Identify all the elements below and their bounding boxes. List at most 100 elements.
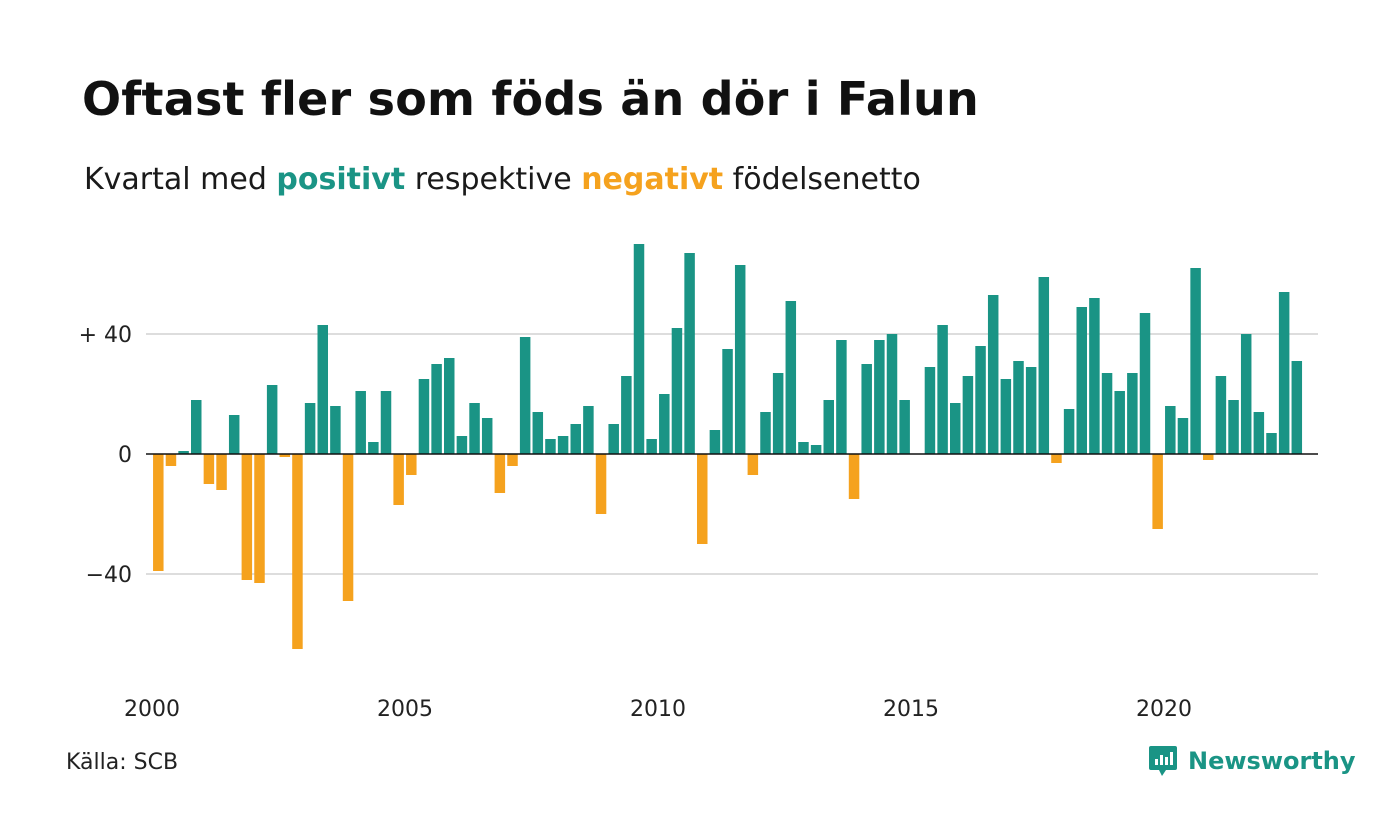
bar-positive xyxy=(418,379,430,454)
y-tick-label: + 40 xyxy=(79,323,132,348)
bar-positive xyxy=(950,403,961,454)
bar-positive xyxy=(975,346,986,454)
bar-negative xyxy=(241,454,253,580)
chart-title: Oftast fler som föds än dör i Falun xyxy=(82,72,979,126)
bar-negative xyxy=(406,454,417,475)
bar-positive xyxy=(191,400,202,454)
bar-positive xyxy=(1291,361,1303,454)
bar-positive xyxy=(1089,298,1100,454)
bar-positive xyxy=(886,334,898,454)
bar-negative xyxy=(279,454,291,457)
bar-positive xyxy=(1266,433,1277,454)
bar-positive xyxy=(1177,418,1189,454)
bar-positive xyxy=(368,442,379,454)
bar-negative xyxy=(1051,454,1062,463)
x-tick-label: 2005 xyxy=(377,697,433,722)
bar-positive xyxy=(899,400,910,454)
bar-positive xyxy=(557,436,569,454)
bar-negative xyxy=(747,454,759,475)
subtitle-negative-word: negativt xyxy=(581,162,724,197)
bar-positive xyxy=(444,358,455,454)
bar-positive xyxy=(380,391,392,454)
bar-positive xyxy=(317,325,328,454)
bar-positive xyxy=(772,373,784,454)
bar-positive xyxy=(798,442,809,454)
y-tick-label: 0 xyxy=(118,443,132,468)
bar-positive xyxy=(1025,367,1037,454)
bar-positive xyxy=(1215,376,1227,454)
bar-positive xyxy=(924,367,936,454)
bar-negative xyxy=(697,454,708,544)
bar-positive xyxy=(355,391,366,454)
bar-positive xyxy=(1013,361,1024,454)
bar-positive xyxy=(760,412,771,454)
bar-positive xyxy=(1063,409,1075,454)
bar-positive xyxy=(709,430,721,454)
bar-positive xyxy=(1038,277,1050,454)
bar-positive xyxy=(1101,373,1113,454)
bar-positive xyxy=(646,439,657,454)
bar-positive xyxy=(1127,373,1138,454)
bar-negative xyxy=(848,454,860,499)
x-tick-label: 2010 xyxy=(630,697,686,722)
x-tick-label: 2020 xyxy=(1136,697,1192,722)
bar-positive xyxy=(583,406,594,454)
bar-negative xyxy=(216,454,227,490)
bar-positive xyxy=(987,295,999,454)
bar-positive xyxy=(330,406,341,454)
bar-positive xyxy=(1139,313,1151,454)
bar-negative xyxy=(393,454,404,505)
bar-positive xyxy=(874,340,885,454)
bar-positive xyxy=(481,418,493,454)
bar-positive xyxy=(456,436,468,454)
brand-logo: Newsworthy xyxy=(1148,744,1356,778)
bar-positive xyxy=(469,403,480,454)
chart-subtitle: Kvartal med positivt respektive negativt… xyxy=(84,162,921,197)
bar-positive xyxy=(937,325,948,454)
bar-negative xyxy=(342,454,354,601)
bar-positive xyxy=(304,403,316,454)
bar-positive xyxy=(545,439,556,454)
bar-positive xyxy=(722,349,733,454)
bar-negative xyxy=(595,454,607,514)
y-tick-label: −40 xyxy=(86,563,132,588)
bar-positive xyxy=(1253,412,1265,454)
bar-positive xyxy=(810,445,822,454)
bar-positive xyxy=(633,244,645,454)
bar-positive xyxy=(519,337,531,454)
bar-positive xyxy=(1165,406,1176,454)
subtitle-positive-word: positivt xyxy=(276,162,406,197)
bar-positive xyxy=(570,424,581,454)
bar-positive xyxy=(1190,268,1201,454)
bar-positive xyxy=(734,265,746,454)
bar-negative xyxy=(165,454,177,466)
subtitle-middle: respektive xyxy=(405,162,582,197)
bar-positive xyxy=(785,301,797,454)
bar-positive xyxy=(836,340,847,454)
bar-positive xyxy=(1000,379,1012,454)
bar-positive xyxy=(1240,334,1252,454)
bar-negative xyxy=(1152,454,1163,529)
axes: + 40 0 −40 2000 2005 2010 2015 2020 xyxy=(79,323,1318,722)
newsworthy-logo-icon xyxy=(1149,746,1177,776)
bar-negative xyxy=(507,454,518,466)
bar-positive xyxy=(659,394,670,454)
grid-lines xyxy=(146,333,1318,575)
bar-positive xyxy=(1114,391,1125,454)
bar-positive xyxy=(1076,307,1087,454)
bar-positive xyxy=(266,385,278,454)
bar-positive xyxy=(228,415,240,454)
bars xyxy=(153,244,1303,649)
bar-positive xyxy=(823,400,834,454)
brand-name: Newsworthy xyxy=(1188,747,1356,775)
bar-positive xyxy=(608,424,619,454)
subtitle-suffix: födelsenetto xyxy=(723,162,921,197)
bar-negative xyxy=(1203,454,1214,460)
bar-negative xyxy=(292,454,303,649)
bar-negative xyxy=(494,454,506,493)
bar-negative xyxy=(153,454,164,571)
bar-positive xyxy=(1278,292,1290,454)
bar-positive xyxy=(1228,400,1239,454)
x-tick-label: 2015 xyxy=(883,697,939,722)
